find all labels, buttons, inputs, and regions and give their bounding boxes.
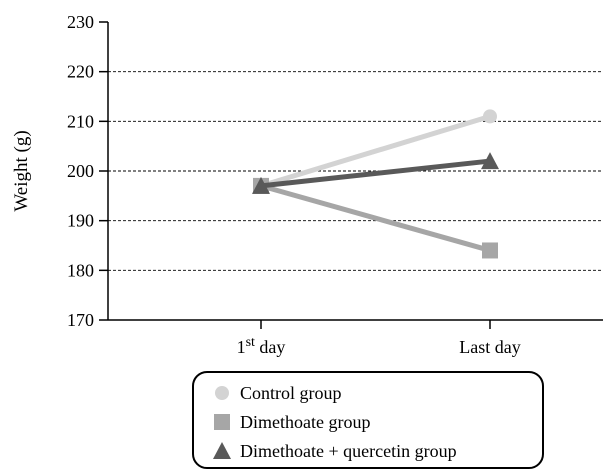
legend-marker-2 (213, 442, 231, 459)
legend-label-2: Dimethoate + quercetin group (240, 441, 457, 461)
gridlines (108, 71, 603, 271)
series-0-point-1 (483, 109, 497, 124)
x-tick-label-1: Last day (459, 337, 520, 357)
legend-box (192, 371, 544, 469)
y-tick-label-230: 230 (67, 12, 94, 32)
series-group (252, 109, 499, 259)
series-0-line (258, 113, 493, 189)
series-2-line (258, 158, 493, 189)
series-1-point-1 (482, 242, 498, 259)
series-1-line (258, 183, 493, 253)
y-tick-label-180: 180 (67, 260, 94, 280)
series-2-point-0 (252, 176, 270, 194)
series-2 (252, 152, 499, 194)
series-2-point-1 (481, 152, 499, 170)
y-axis-title: Weight (g) (11, 130, 32, 211)
legend-marker-1 (214, 414, 230, 430)
y-tick-label-210: 210 (67, 111, 94, 131)
y-tick-label-200: 200 (67, 161, 94, 181)
x-tick-label-0: 1st day (237, 335, 286, 357)
legend: Control group Dimethoate group Dimethoate … (192, 371, 544, 469)
y-tick-label-170: 170 (67, 310, 94, 330)
y-tick-label-190: 190 (67, 211, 94, 231)
x-ticks: 1st day Last day (237, 320, 521, 357)
y-tick-label-220: 220 (67, 62, 94, 82)
legend-label-1: Dimethoate group (240, 412, 370, 432)
legend-marker-0 (215, 386, 229, 400)
series-1 (253, 177, 498, 259)
y-ticks: 170 180 190 200 210 220 230 (67, 12, 108, 330)
legend-label-0: Control group (240, 383, 342, 403)
